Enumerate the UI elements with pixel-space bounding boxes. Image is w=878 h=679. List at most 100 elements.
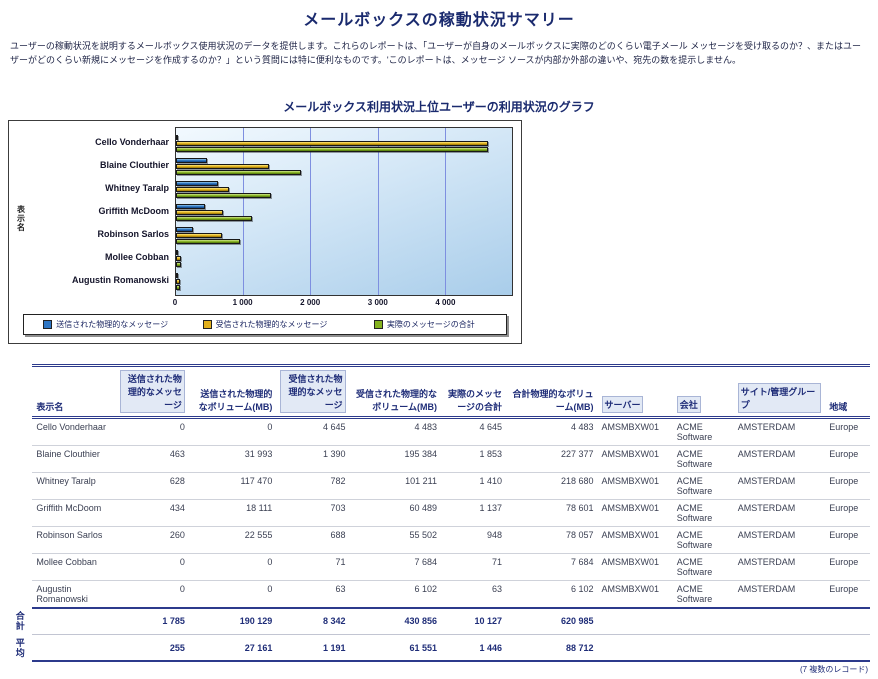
row-gutter <box>8 553 32 580</box>
table-cell: Europe <box>825 417 870 446</box>
table-cell: 18 111 <box>188 499 277 527</box>
category-label: Augustin Romanowski <box>71 274 169 285</box>
bar-total-messages <box>176 238 240 244</box>
category-axis-labels: Cello Vonderhaar Blaine Clouthier Whitney … <box>29 127 175 310</box>
bar-received-messages <box>176 140 489 146</box>
bar-sent-messages <box>176 157 208 163</box>
table-cell: 1 446 <box>441 634 507 663</box>
legend-label: 実際のメッセージの合計 <box>386 319 475 329</box>
average-row-label: 平均 <box>8 635 32 662</box>
column-header: 受信された物理的なメッセージ <box>276 363 350 419</box>
report-description: ユーザーの稼動状況を説明するメールボックス使用状況のデータを提供します。これらの… <box>10 41 862 65</box>
table-cell: 8 342 <box>276 607 350 636</box>
bar-sent-messages <box>176 180 219 186</box>
table-cell: 688 <box>276 526 350 554</box>
bar-sent-messages <box>176 134 178 140</box>
legend-label: 受信された物理的なメッセージ <box>215 319 328 329</box>
row-gutter <box>8 417 32 445</box>
chart-bar-group <box>176 132 512 155</box>
table-cell: 260 <box>115 526 189 554</box>
bar-total-messages <box>176 146 489 152</box>
table-cell: AMSTERDAM <box>733 445 826 473</box>
table-cell: 78 601 <box>506 499 598 527</box>
gridline <box>310 127 312 295</box>
table-cell: 10 127 <box>441 607 507 636</box>
table-cell: 1 853 <box>441 445 507 473</box>
sortable-column-header[interactable]: 受信された物理的なメッセージ <box>280 369 346 413</box>
table-cell: ACME Software <box>672 445 734 473</box>
table-cell: Europe <box>825 553 870 581</box>
y-axis-label: 表示名 <box>17 204 25 232</box>
table-cell: ACME Software <box>672 580 734 609</box>
table-cell: 1 390 <box>276 445 350 473</box>
sortable-column-header[interactable]: 会社 <box>676 395 701 413</box>
table-cell: 22 555 <box>188 526 277 554</box>
table-cell: AMSTERDAM <box>733 553 826 581</box>
table-cell: 6 102 <box>349 580 441 609</box>
table-header-row: 表示名 送信された物理的なメッセージ 送信された物理的なボリューム(MB) 受信された… <box>8 363 870 419</box>
table-cell: 60 489 <box>349 499 441 527</box>
table-cell: 255 <box>115 634 189 663</box>
x-tick-label: 4 000 <box>435 297 456 307</box>
table-cell: AMSTERDAM <box>733 472 826 500</box>
chart-bar-group <box>176 201 512 224</box>
category-label: Mollee Cobban <box>104 251 169 262</box>
table-cell: AMSMBXW01 <box>597 499 673 527</box>
table-cell: 4 483 <box>349 417 441 446</box>
table-cell: 101 211 <box>349 472 441 500</box>
table-cell: 190 129 <box>188 607 277 636</box>
total-row-label-text: 合計 <box>15 610 25 632</box>
total-row: 合計 1 785 190 129 8 342 430 856 10 127 620 985 <box>8 607 870 636</box>
legend-color-swatch <box>202 319 212 329</box>
total-row-label: 合計 <box>8 608 32 635</box>
bar-received-messages <box>176 278 181 284</box>
table-cell: 227 377 <box>506 445 598 473</box>
bar-total-messages <box>176 284 181 290</box>
table-cell: 27 161 <box>188 634 277 663</box>
table-cell: 71 <box>441 553 507 581</box>
table-row: Cello Vonderhaar 0 0 4 645 4 483 4 645 4 483 AM… <box>8 417 870 446</box>
sortable-column-header[interactable]: サーバー <box>601 395 644 413</box>
table-cell <box>825 607 870 636</box>
table-row: Mollee Cobban 0 0 71 7 684 71 7 684 AMSMBXW01 AC… <box>8 553 870 581</box>
table-cell: 1 191 <box>276 634 350 663</box>
table-cell: AMSTERDAM <box>733 417 826 446</box>
table-cell: AMSMBXW01 <box>597 472 673 500</box>
sortable-column-header[interactable]: 送信された物理的なメッセージ <box>119 369 185 413</box>
gridline <box>377 127 379 295</box>
chart-bar-group <box>176 155 512 178</box>
table-cell: 7 684 <box>349 553 441 581</box>
table-cell: AMSTERDAM <box>733 526 826 554</box>
table-cell: Europe <box>825 472 870 500</box>
row-gutter <box>8 499 32 526</box>
row-gutter <box>8 580 32 608</box>
table-cell: 463 <box>115 445 189 473</box>
report-table-section: 表示名 送信された物理的なメッセージ 送信された物理的なボリューム(MB) 受信された… <box>8 363 870 675</box>
table-cell: 430 856 <box>349 607 441 636</box>
table-cell <box>672 607 734 636</box>
table-cell: 31 993 <box>188 445 277 473</box>
chart-bar-group <box>176 247 512 270</box>
table-cell: 4 645 <box>441 417 507 446</box>
table-cell: Europe <box>825 580 870 609</box>
chart-title: メールボックス利用状況上位ユーザーの利用状況のグラフ <box>283 99 595 114</box>
column-header: 合計物理的なボリューム(MB) <box>506 363 598 419</box>
x-axis: 0 1 000 2 000 3 000 4 000 <box>173 296 513 310</box>
sortable-column-header[interactable]: サイト/管理グループ <box>737 382 822 413</box>
table-cell <box>672 634 734 663</box>
table-cell: ACME Software <box>672 553 734 581</box>
table-cell <box>32 607 116 636</box>
table-cell: 117 470 <box>188 472 277 500</box>
table-cell: 1 137 <box>441 499 507 527</box>
chart-bar-group <box>176 270 512 293</box>
legend-item: 受信された物理的なメッセージ <box>185 319 344 330</box>
table-cell: 703 <box>276 499 350 527</box>
table-cell: 628 <box>115 472 189 500</box>
bar-total-messages <box>176 169 301 175</box>
table-cell: Blaine Clouthier <box>32 445 116 473</box>
x-tick-label: 3 000 <box>367 297 388 307</box>
table-cell: Europe <box>825 445 870 473</box>
table-cell: 4 645 <box>276 417 350 446</box>
average-row: 平均 255 27 161 1 191 61 551 1 446 88 712 <box>8 634 870 663</box>
